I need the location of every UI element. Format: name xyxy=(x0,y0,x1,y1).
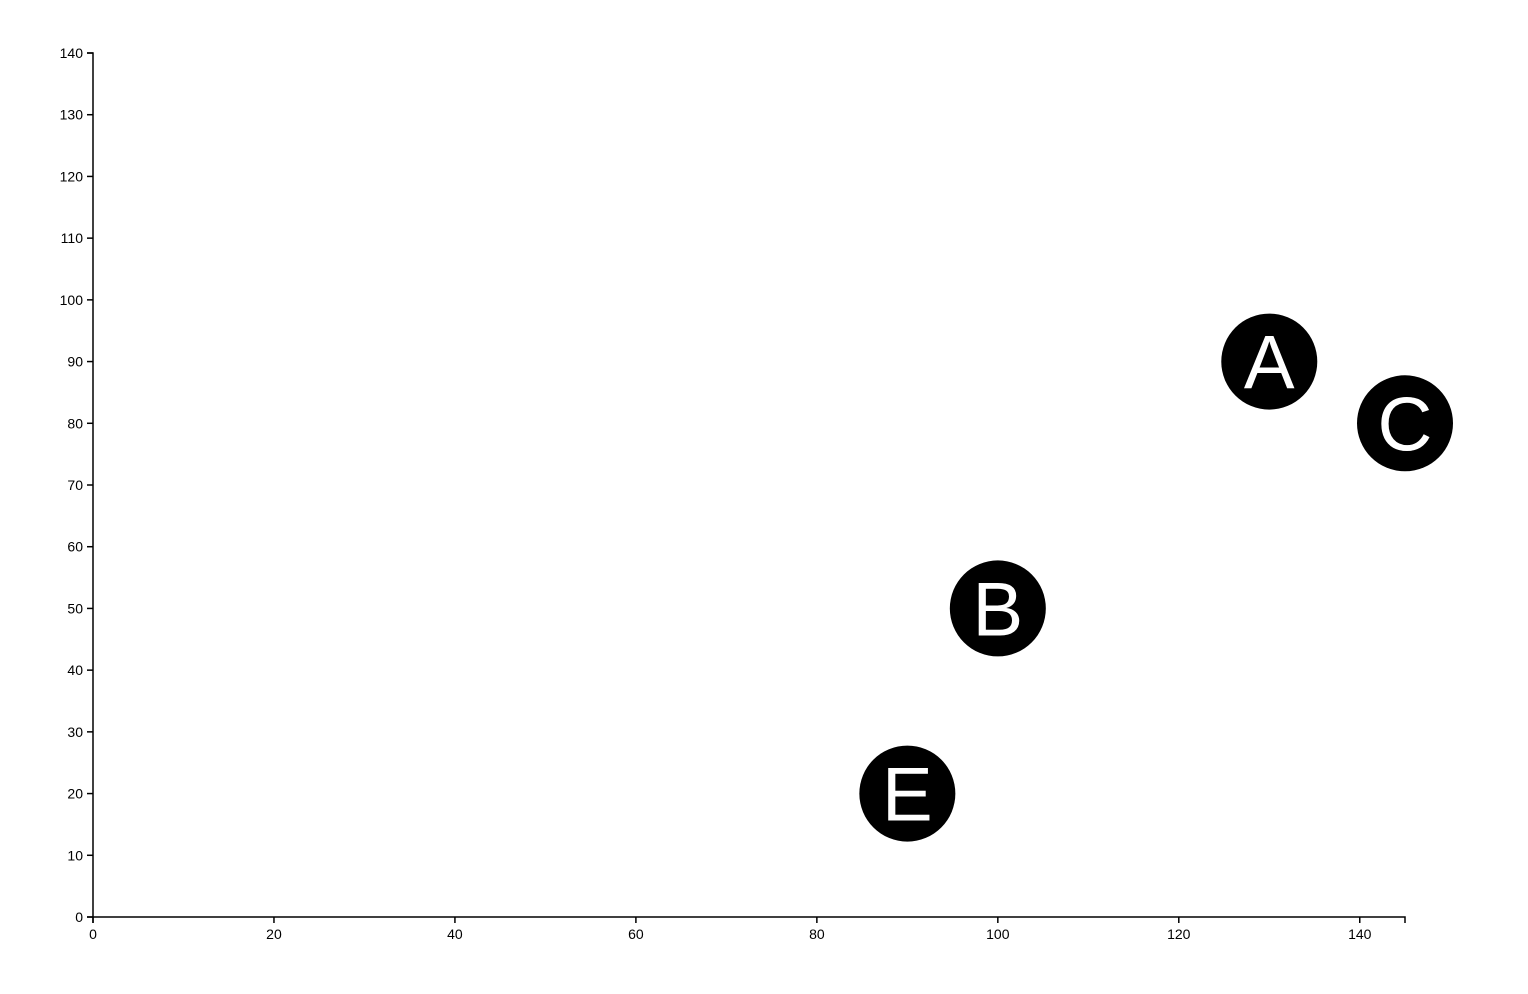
data-point-a: A xyxy=(1221,313,1318,410)
y-tick-label: 10 xyxy=(67,847,83,863)
point-marker xyxy=(949,560,1046,657)
x-tick-label: 140 xyxy=(1348,926,1372,942)
y-tick-label: 50 xyxy=(67,600,83,616)
x-axis: 0 20 40 60 80 100 120 140 xyxy=(89,916,1406,942)
y-tick-label: 70 xyxy=(67,477,83,493)
y-tick-label: 0 xyxy=(75,909,83,925)
y-axis: 0 10 20 30 40 50 60 70 80 90 100 110 120 130 140 xyxy=(60,45,94,925)
x-tick-label: 80 xyxy=(809,926,825,942)
point-label: C xyxy=(1378,382,1433,467)
point-marker xyxy=(1221,313,1318,410)
x-tick-label: 40 xyxy=(447,926,463,942)
x-tick-label: 120 xyxy=(1167,926,1191,942)
point-marker xyxy=(859,745,956,842)
x-tick-label: 0 xyxy=(89,926,97,942)
y-tick-label: 90 xyxy=(67,354,83,370)
x-axis-line xyxy=(92,916,1406,923)
y-tick-label: 120 xyxy=(60,168,84,184)
y-tick-label: 100 xyxy=(60,292,84,308)
points-layer: AC B E xyxy=(859,313,1453,842)
data-point-e: E xyxy=(859,745,956,842)
y-tick-label: 130 xyxy=(60,107,84,123)
x-tick-label: 60 xyxy=(628,926,644,942)
point-label: A xyxy=(1244,321,1295,406)
point-label: E xyxy=(882,753,933,838)
y-tick-label: 40 xyxy=(67,662,83,678)
y-tick-label: 30 xyxy=(67,724,83,740)
y-tick-label: 60 xyxy=(67,539,83,555)
x-tick-label: 100 xyxy=(986,926,1010,942)
y-tick-label: 80 xyxy=(67,415,83,431)
data-point-b: B xyxy=(949,560,1046,657)
y-tick-label: 110 xyxy=(61,230,84,246)
point-marker xyxy=(1357,375,1453,472)
y-tick-label: 20 xyxy=(67,786,83,802)
point-label: B xyxy=(972,567,1023,652)
data-point-c: C xyxy=(1357,375,1453,472)
y-tick-label: 140 xyxy=(60,45,84,61)
x-tick-label: 20 xyxy=(266,926,282,942)
